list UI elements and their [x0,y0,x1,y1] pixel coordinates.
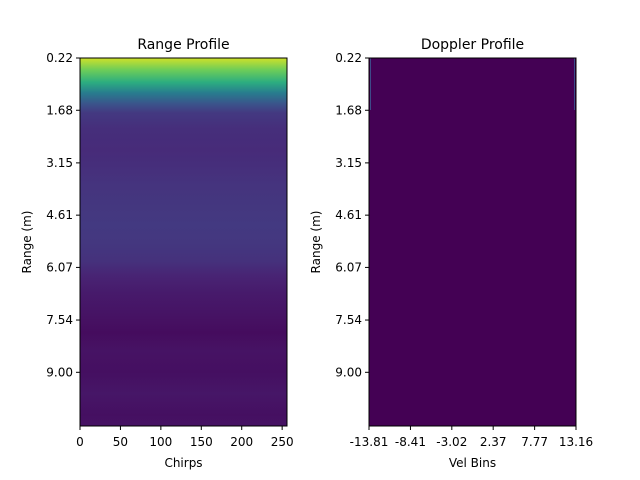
range-xticks: 0 50 100 150 200 250 [76,426,294,449]
x-tick-label: -13.81 [350,435,389,449]
range-ylabel: Range (m) [20,211,34,274]
x-tick-label: 200 [230,435,253,449]
range-profile-panel: Range Profile Chirps Range (m) 0.22 1.68 3… [20,37,294,470]
doppler-axes-frame [368,57,577,427]
y-tick-label: 0.22 [335,51,362,65]
y-tick-label: 9.00 [335,365,362,379]
x-tick-label: 250 [271,435,294,449]
y-tick-label: 7.54 [335,313,362,327]
y-tick-label: 7.54 [46,313,73,327]
x-tick-label: 7.77 [521,435,548,449]
range-axes-frame [79,57,288,427]
y-tick-label: 6.07 [335,260,362,274]
y-tick-label: 1.68 [46,103,73,117]
range-yticks: 0.22 1.68 3.15 4.61 6.07 7.54 9.00 [46,51,80,379]
range-title: Range Profile [137,37,229,53]
doppler-xticks: -13.81 -8.41 -3.02 2.37 7.77 13.16 [350,426,593,449]
doppler-profile-panel: Doppler Profile Vel Bins Range (m) 0.22 1… [309,37,593,470]
doppler-xlabel: Vel Bins [449,456,496,470]
x-tick-label: 100 [149,435,172,449]
range-xlabel: Chirps [164,456,202,470]
y-tick-label: 3.15 [335,156,362,170]
y-tick-label: 4.61 [335,208,362,222]
y-tick-label: 3.15 [46,156,73,170]
x-tick-label: -3.02 [436,435,467,449]
doppler-yticks: 0.22 1.68 3.15 4.61 6.07 7.54 9.00 [335,51,369,379]
x-tick-label: 2.37 [480,435,507,449]
x-tick-label: 150 [190,435,213,449]
doppler-heatmap [369,58,576,426]
x-tick-label: 50 [113,435,128,449]
x-tick-label: 0 [76,435,84,449]
doppler-title: Doppler Profile [421,37,524,53]
x-tick-label: 13.16 [559,435,593,449]
y-tick-label: 6.07 [46,260,73,274]
y-tick-label: 0.22 [46,51,73,65]
y-tick-label: 1.68 [335,103,362,117]
y-tick-label: 9.00 [46,365,73,379]
range-heatmap [80,58,287,426]
y-tick-label: 4.61 [46,208,73,222]
x-tick-label: -8.41 [395,435,426,449]
doppler-ylabel: Range (m) [309,211,323,274]
